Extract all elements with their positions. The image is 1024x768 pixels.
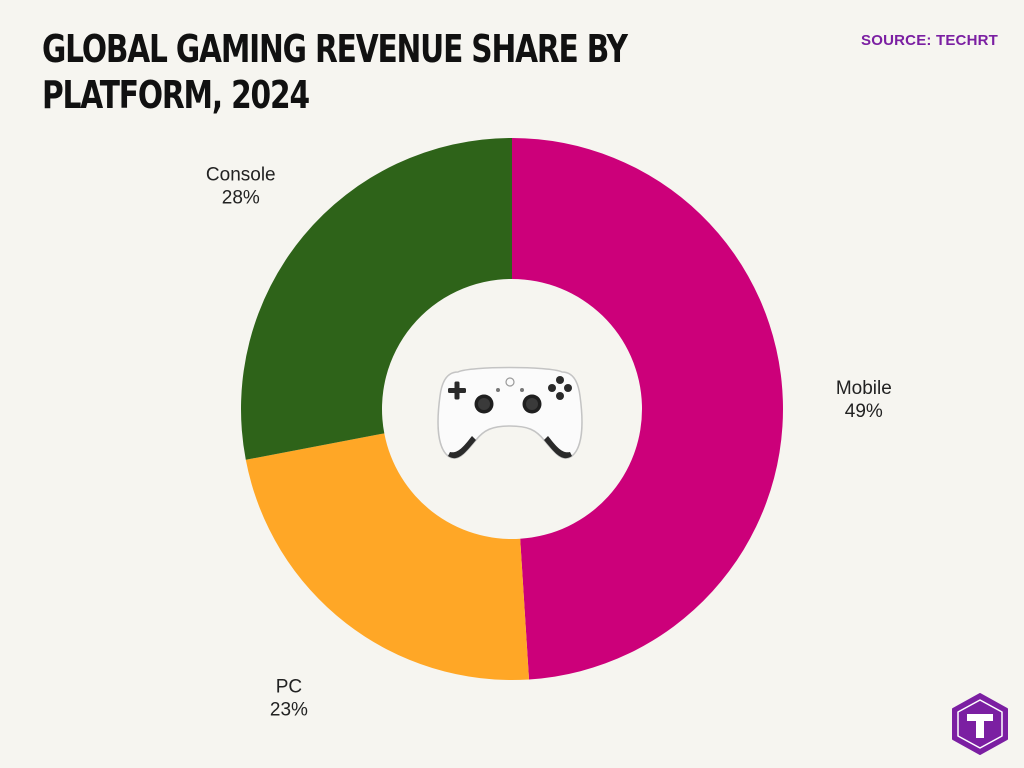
- source-label: SOURCE: TECHRT: [861, 32, 998, 49]
- chart-title: GLOBAL GAMING REVENUE SHARE BY PLATFORM,…: [42, 26, 628, 118]
- slice-value-label: 49%: [845, 401, 883, 422]
- slice-label-mobile: Mobile 49%: [836, 378, 892, 422]
- slice-category-label: PC: [276, 677, 302, 698]
- techrt-logo-icon: [952, 693, 1008, 755]
- slice-labels: Mobile 49% PC 23% Console 28%: [206, 165, 892, 721]
- slice-value-label: 28%: [222, 188, 260, 209]
- slice-category-label: Console: [206, 165, 276, 186]
- slice-value-label: 23%: [270, 700, 308, 721]
- gamepad-icon: [437, 366, 583, 459]
- slice-console: [241, 138, 512, 460]
- slice-label-pc: PC 23%: [270, 677, 308, 721]
- chart-title-line1: GLOBAL GAMING REVENUE SHARE BY: [42, 27, 628, 71]
- slice-category-label: Mobile: [836, 378, 892, 399]
- slice-mobile: [512, 138, 784, 680]
- donut-slices: [241, 138, 784, 680]
- chart-title-line2: PLATFORM, 2024: [42, 73, 310, 117]
- slice-pc: [245, 433, 530, 680]
- slice-label-console: Console 28%: [206, 165, 276, 209]
